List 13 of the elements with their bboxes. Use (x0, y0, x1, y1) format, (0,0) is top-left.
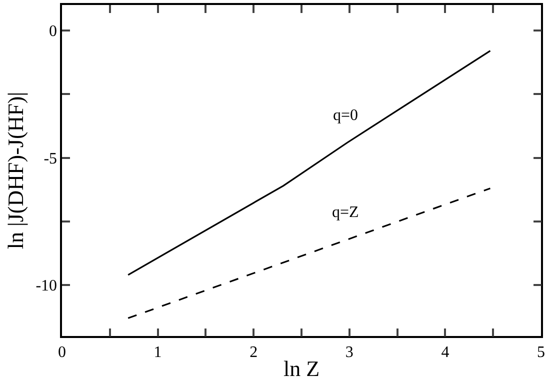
x-tick-label: 1 (154, 344, 162, 361)
x-tick-label: 3 (345, 344, 354, 361)
y-tick-label: -10 (36, 278, 58, 295)
y-tick-label: -5 (44, 150, 58, 168)
x-tick-label: 5 (537, 344, 545, 361)
x-tick-label: 2 (250, 344, 258, 361)
series-label: q=0 (333, 107, 358, 124)
line-series (127, 50, 492, 276)
y-axis-title: ln |J(DHF)-J(HF)| (3, 92, 28, 250)
series-label: q=Z (332, 204, 359, 221)
y-tick-label: 0 (49, 23, 58, 40)
x-tick-label: 4 (441, 344, 450, 361)
x-axis-title: ln Z (283, 356, 320, 381)
